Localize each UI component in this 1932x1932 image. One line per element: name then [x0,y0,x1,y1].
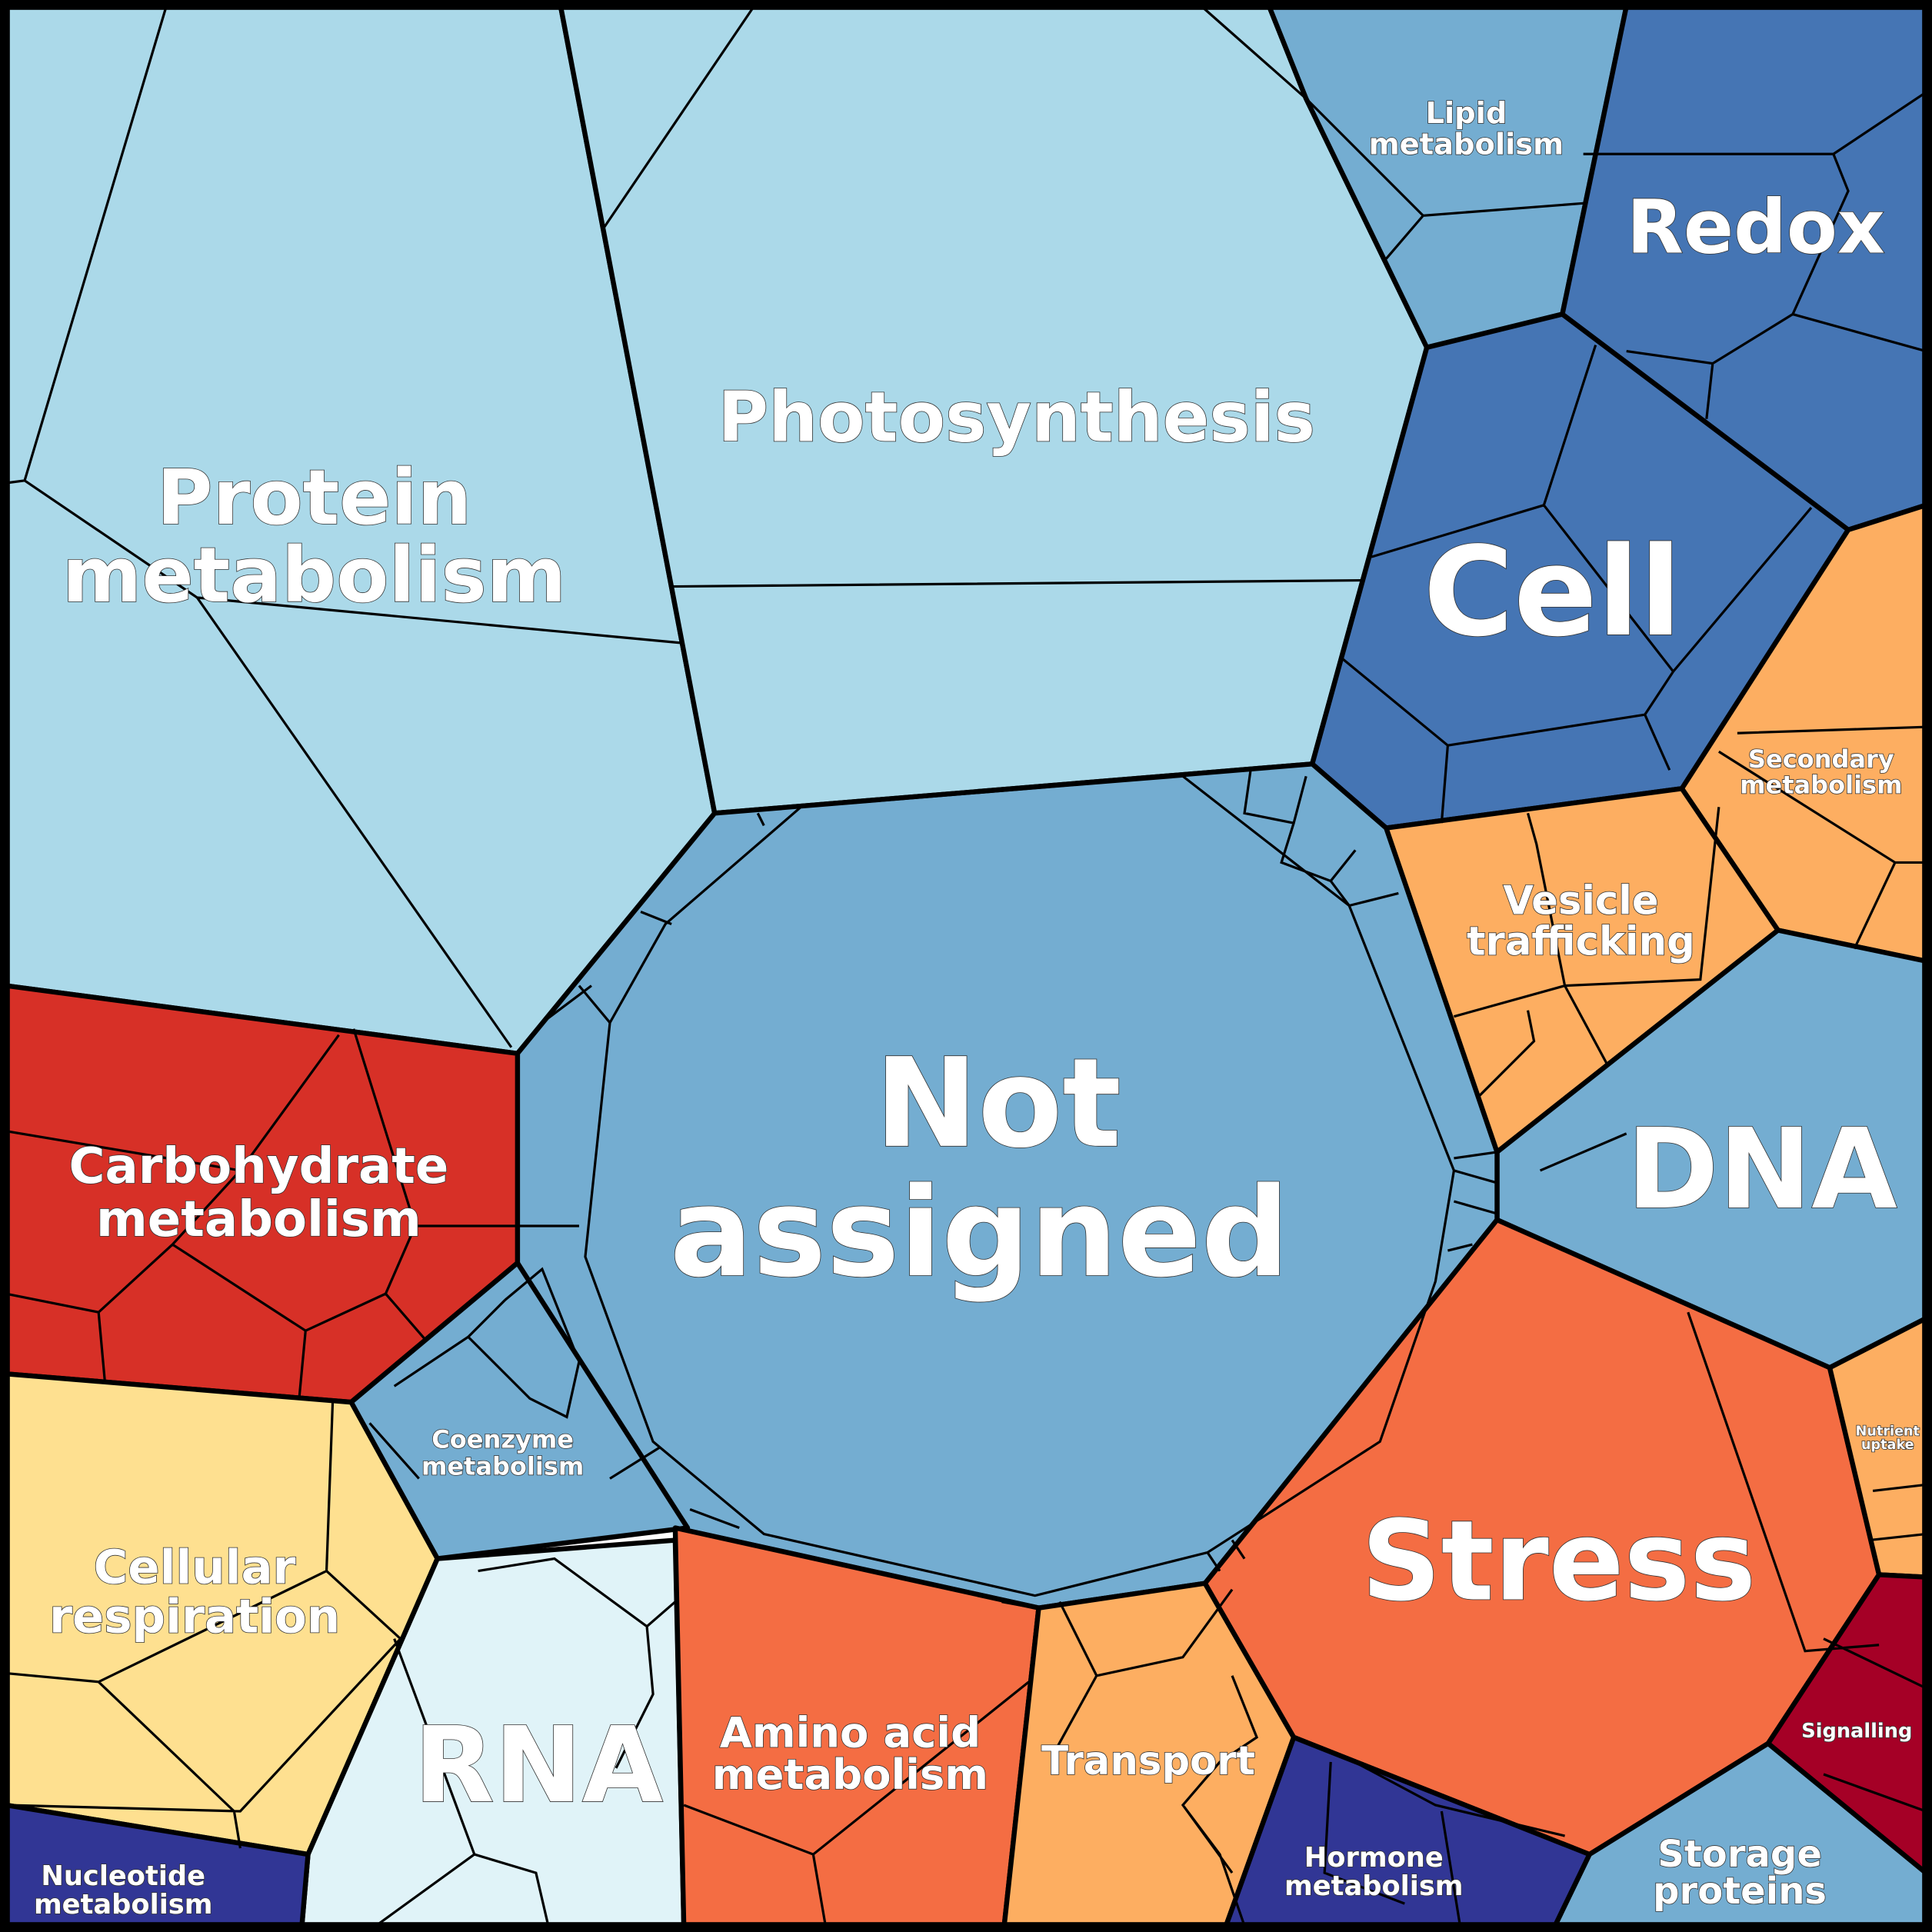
cell-label: Storage proteins [1653,1833,1827,1913]
label-line: metabolism [34,1889,213,1920]
label-line: Vesicle [1503,878,1658,924]
labels: Protein metabolism Photosynthesis Lipid me… [33,95,1920,1920]
subcells [5,5,1927,1927]
cell-label: Lipid metabolism [1369,96,1564,162]
cell-label: Secondary metabolism [1740,744,1902,800]
label-line: Redox [1627,184,1885,270]
label-line: Storage [1657,1833,1822,1876]
label-line: metabolism [1740,771,1902,800]
subcell [584,774,1456,1597]
label-line: proteins [1653,1870,1827,1913]
cell-label: Hormone metabolism [1284,1842,1464,1902]
cell-label: Carbohydrate metabolism [68,1138,448,1248]
label-line: Not [874,1031,1121,1175]
label-line: Coenzyme [431,1424,574,1454]
cell-label: Amino acid metabolism [712,1708,988,1799]
label-line: Signalling [1801,1720,1912,1743]
label-line: respiration [49,1590,340,1644]
label-line: Nutrient [1856,1424,1920,1439]
label-line: RNA [414,1705,663,1827]
cell-label: Coenzyme metabolism [421,1424,584,1481]
cell-label: Cellular respiration [49,1541,340,1644]
label-line: Cell [1424,520,1682,664]
cell-label: Cell [1424,520,1682,664]
cell-label: Redox [1627,184,1885,270]
cell-label: Photosynthesis [718,378,1315,458]
label-line: metabolism [1369,127,1564,162]
cell-label: Vesicle trafficking [1467,878,1695,965]
label-line: assigned [670,1161,1290,1304]
label-line: metabolism [62,531,566,620]
label-line: DNA [1627,1105,1897,1234]
cell-label: DNA [1627,1105,1897,1234]
cell-label: Nucleotide metabolism [34,1860,213,1920]
label-line: Lipid [1425,96,1507,131]
cell-label: Protein metabolism [62,454,566,620]
label-line: metabolism [421,1452,584,1481]
cell-label: Signalling [1801,1720,1912,1743]
cell-label: Stress [1361,1497,1756,1626]
cell-label: Nutrient uptake [1856,1424,1920,1453]
label-line: metabolism [1284,1870,1464,1902]
label-line: Nucleotide [41,1860,205,1892]
cell-label: RNA [414,1705,663,1827]
label-line: Protein [157,454,472,542]
cell-label: Not assigned [670,1031,1290,1304]
label-line: uptake [1861,1437,1914,1453]
label-line: trafficking [1467,919,1695,965]
cells [3,3,1929,1929]
label-line: metabolism [96,1191,421,1248]
label-line: metabolism [712,1750,988,1799]
label-line: Carbohydrate [68,1138,448,1195]
label-line: Cellular [94,1541,296,1595]
label-line: Hormone [1304,1842,1444,1874]
subcell-lines [5,5,1927,1927]
label-line: Photosynthesis [718,378,1315,458]
cell-label: Transport [1041,1738,1255,1784]
label-line: Secondary [1748,744,1894,774]
label-line: Stress [1361,1497,1756,1626]
label-line: Transport [1041,1738,1255,1784]
label-line: Amino acid [720,1708,981,1757]
